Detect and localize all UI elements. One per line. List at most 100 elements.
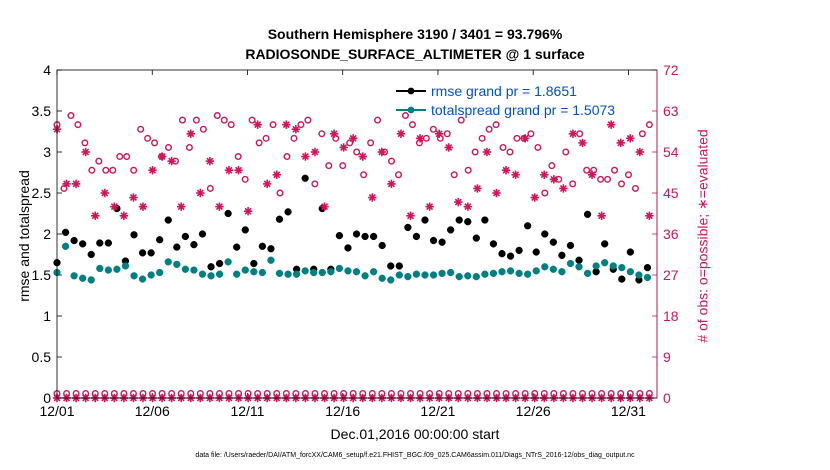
evaluated-point bbox=[645, 211, 654, 220]
evaluated-point bbox=[520, 134, 530, 143]
rmse-point bbox=[284, 208, 292, 216]
totalspread-point bbox=[549, 265, 557, 273]
totalspread-point bbox=[412, 270, 421, 278]
rmse-point bbox=[173, 243, 181, 251]
possible-point bbox=[367, 139, 375, 147]
rmse-point bbox=[583, 210, 592, 218]
evaluated-point bbox=[597, 211, 606, 220]
rmse-point bbox=[481, 216, 489, 224]
legend-label-totalspread: totalspread grand pr = 1.5073 bbox=[431, 102, 615, 118]
totalspread-point bbox=[113, 265, 121, 273]
y-right-tick-label: 18 bbox=[663, 308, 679, 324]
totalspread-point bbox=[387, 276, 395, 284]
totalspread-point bbox=[472, 272, 480, 281]
x-tick-label: 12/06 bbox=[135, 403, 170, 419]
possible-point bbox=[185, 143, 193, 151]
totalspread-point bbox=[609, 262, 617, 270]
totalspread-point bbox=[575, 263, 583, 271]
possible-point bbox=[130, 166, 138, 174]
evaluated-point bbox=[339, 143, 348, 152]
totalspread-point bbox=[327, 268, 335, 276]
x-axis-ticks: 12/01 12/06 12/11 12/16 12/21 12/26 12/31 bbox=[39, 70, 646, 419]
totalspread-point bbox=[515, 269, 523, 278]
totalspread-point bbox=[447, 268, 455, 277]
rmse-point bbox=[404, 223, 412, 232]
evaluated-point bbox=[549, 175, 559, 184]
possible-point bbox=[151, 139, 159, 147]
y-axis-right-ticks: 0 9 18 27 36 45 54 63 72 bbox=[652, 62, 679, 406]
totalspread-point bbox=[233, 270, 241, 278]
evaluated-point bbox=[501, 166, 511, 175]
y-left-tick-label: 0.5 bbox=[32, 349, 52, 365]
totalspread-point bbox=[541, 263, 549, 271]
possible-point bbox=[74, 121, 82, 129]
totalspread-point bbox=[301, 267, 309, 275]
rmse-point bbox=[335, 231, 344, 240]
y-left-tick-label: 1.5 bbox=[32, 267, 52, 283]
rmse-point bbox=[233, 243, 241, 251]
x-tick-label: 12/31 bbox=[611, 403, 646, 419]
evaluated-point bbox=[434, 129, 444, 138]
possible-point bbox=[548, 162, 556, 170]
evaluated-point bbox=[511, 170, 520, 179]
evaluated-point bbox=[396, 129, 406, 138]
rmse-point bbox=[472, 234, 480, 242]
totalspread-point bbox=[250, 268, 258, 276]
rmse-point bbox=[412, 232, 421, 241]
rmse-point bbox=[618, 275, 626, 283]
totalspread-point bbox=[558, 268, 566, 276]
rmse-point bbox=[138, 249, 147, 257]
rmse-point bbox=[369, 232, 378, 241]
evaluated-point bbox=[559, 184, 568, 193]
totalspread-point bbox=[626, 268, 635, 276]
possible-point bbox=[116, 153, 124, 161]
rmse-point bbox=[643, 263, 652, 272]
y-right-tick-label: 54 bbox=[663, 144, 679, 160]
rmse-point bbox=[96, 239, 104, 247]
evaluated-point bbox=[243, 207, 253, 216]
possible-point bbox=[541, 189, 549, 197]
evaluated-point bbox=[71, 179, 81, 189]
evaluated-point bbox=[463, 202, 473, 211]
rmse-point bbox=[275, 215, 284, 223]
evaluated-point bbox=[129, 193, 138, 202]
totalspread-point bbox=[369, 268, 378, 276]
totalspread-point bbox=[215, 270, 224, 278]
totalspread-point bbox=[79, 274, 87, 282]
possible-point bbox=[478, 134, 486, 142]
rmse-point bbox=[498, 250, 506, 258]
possible-point bbox=[450, 171, 458, 179]
evaluated-point bbox=[177, 202, 186, 211]
evaluated-point bbox=[91, 211, 100, 220]
totalspread-point bbox=[498, 268, 506, 276]
possible-point bbox=[262, 134, 270, 142]
rmse-point bbox=[524, 222, 532, 230]
totalspread-point bbox=[173, 260, 181, 268]
evaluated-point bbox=[262, 179, 272, 189]
totalspread-point bbox=[395, 271, 403, 279]
evaluated-point bbox=[291, 125, 301, 134]
rmse-point bbox=[421, 216, 429, 224]
rmse-point bbox=[207, 263, 215, 271]
totalspread-point bbox=[438, 269, 446, 278]
rmse-point bbox=[361, 232, 369, 241]
totalspread-point bbox=[156, 268, 164, 277]
possible-point bbox=[513, 134, 521, 142]
evaluated-point bbox=[387, 179, 396, 189]
totalspread-point bbox=[104, 266, 112, 274]
evaluated-point bbox=[138, 202, 148, 211]
evaluated-point bbox=[415, 134, 425, 143]
x-tick-label: 12/11 bbox=[230, 403, 264, 419]
evaluated-point bbox=[406, 211, 415, 220]
rmse-point bbox=[258, 242, 267, 250]
possible-point bbox=[569, 180, 577, 188]
possible-point bbox=[339, 162, 347, 170]
possible-point bbox=[464, 166, 472, 174]
totalspread-point bbox=[378, 274, 386, 282]
possible-point bbox=[346, 139, 354, 147]
evaluated-point bbox=[320, 202, 329, 211]
rmse-point bbox=[489, 240, 498, 248]
rmse-point bbox=[532, 248, 540, 256]
totalspread-point bbox=[87, 276, 95, 284]
